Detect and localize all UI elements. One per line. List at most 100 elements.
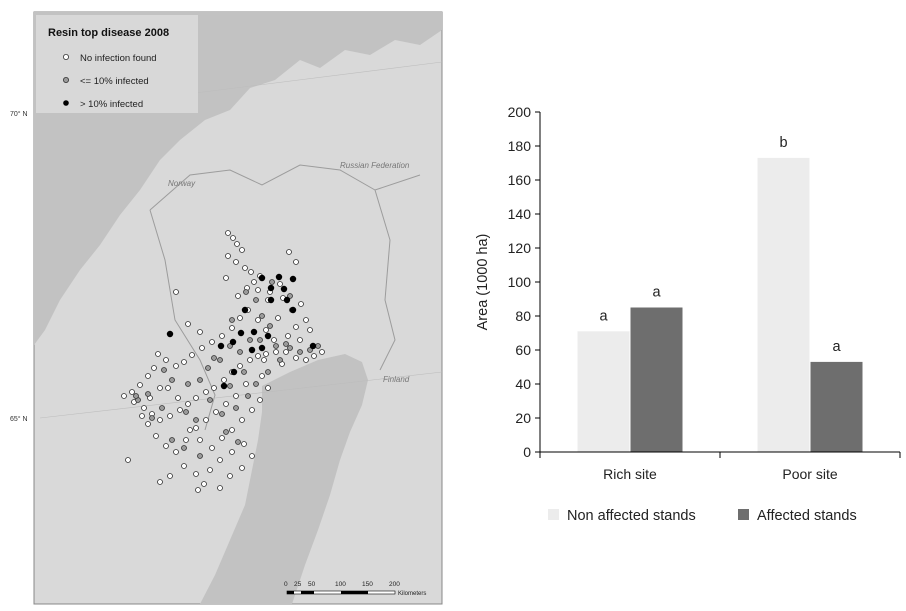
site-marker-no-infection xyxy=(197,437,203,443)
y-tick-label: 200 xyxy=(508,104,532,120)
site-marker-high-infection xyxy=(275,273,283,281)
site-marker-no-infection xyxy=(185,401,191,407)
site-marker-low-infection xyxy=(233,405,239,411)
site-marker-no-infection xyxy=(303,357,309,363)
site-marker-no-infection xyxy=(259,373,265,379)
chart-svg: 0 20 40 60 80 100 120 140 160 180 200 a a b a Rich si… xyxy=(475,104,901,524)
scale-tick-label: 100 xyxy=(335,581,346,588)
site-marker-no-infection xyxy=(167,413,173,419)
site-marker-low-infection xyxy=(205,365,211,371)
site-marker-no-infection xyxy=(311,353,317,359)
lat-label-65: 65° N xyxy=(10,415,28,423)
bar xyxy=(630,307,683,452)
site-marker-no-infection xyxy=(233,259,239,265)
graticule-line xyxy=(39,371,443,419)
bar xyxy=(577,331,630,452)
site-marker-low-infection xyxy=(181,445,187,451)
site-marker-no-infection xyxy=(249,407,255,413)
site-marker-no-infection xyxy=(213,409,219,415)
y-axis-label: Area (1000 ha) xyxy=(475,234,491,331)
site-marker-no-infection xyxy=(293,324,299,330)
site-marker-no-infection xyxy=(223,275,229,281)
bars: a a b a xyxy=(577,135,863,452)
site-marker-no-infection xyxy=(257,397,263,403)
scale-tick-label: 200 xyxy=(389,581,400,588)
site-marker-low-infection xyxy=(197,377,203,383)
bar-significance-label: a xyxy=(832,339,841,355)
bar xyxy=(757,157,810,452)
site-marker-no-infection xyxy=(125,457,131,463)
site-marker-no-infection xyxy=(303,317,309,323)
site-marker-low-infection xyxy=(219,411,225,417)
legend-swatch xyxy=(738,509,749,520)
site-marker-no-infection xyxy=(155,351,161,357)
site-marker-no-infection xyxy=(185,321,191,327)
site-marker-no-infection xyxy=(277,281,283,287)
y-tick-label: 140 xyxy=(508,206,532,222)
bar-significance-label: b xyxy=(779,135,787,151)
site-marker-no-infection xyxy=(219,435,225,441)
scale-tick-label: 0 xyxy=(284,581,288,588)
site-marker-low-infection xyxy=(265,369,271,375)
legend-label-low: <= 10% infected xyxy=(80,76,149,87)
site-marker-low-infection xyxy=(185,381,191,387)
site-marker-no-infection xyxy=(235,293,241,299)
site-marker-no-infection xyxy=(283,349,289,355)
site-marker-low-infection xyxy=(307,347,313,353)
y-tick-label: 180 xyxy=(508,138,532,154)
site-marker-high-infection xyxy=(267,296,275,304)
x-tick-label: Poor site xyxy=(782,466,837,482)
site-marker-no-infection xyxy=(173,363,179,369)
legend-label: Affected stands xyxy=(757,508,857,524)
site-marker-no-infection xyxy=(129,389,135,395)
site-marker-no-infection xyxy=(286,249,292,255)
site-marker-no-infection xyxy=(293,259,299,265)
site-marker-no-infection xyxy=(248,269,254,275)
y-tick-label: 60 xyxy=(515,342,531,358)
site-marker-no-infection xyxy=(139,413,145,419)
site-marker-no-infection xyxy=(207,467,213,473)
site-marker-no-infection xyxy=(239,247,245,253)
bar xyxy=(810,361,863,452)
site-marker-low-infection xyxy=(197,453,203,459)
site-marker-no-infection xyxy=(255,287,261,293)
site-marker-no-infection xyxy=(241,441,247,447)
site-marker-low-infection xyxy=(223,429,229,435)
scale-bar-segment xyxy=(341,591,368,594)
site-marker-low-infection xyxy=(227,343,233,349)
y-tick-label: 100 xyxy=(508,274,532,290)
site-marker-high-infection xyxy=(283,296,291,304)
site-marker-no-infection xyxy=(255,317,261,323)
site-marker-no-infection xyxy=(263,327,269,333)
site-marker-no-infection xyxy=(229,427,235,433)
site-marker-low-infection xyxy=(241,369,247,375)
map-svg: 70° N 65° N Norway Russian Federation Fi… xyxy=(10,11,443,605)
site-marker-high-infection xyxy=(280,285,288,293)
site-marker-no-infection xyxy=(237,315,243,321)
site-marker-high-infection xyxy=(241,306,249,314)
site-marker-no-infection xyxy=(307,327,313,333)
border-line xyxy=(374,189,396,371)
site-marker-no-infection xyxy=(229,325,235,331)
legend-marker-low xyxy=(63,77,70,84)
site-marker-low-infection xyxy=(273,343,279,349)
infection-map: 70° N 65° N Norway Russian Federation Fi… xyxy=(10,11,443,605)
site-marker-low-infection xyxy=(227,383,233,389)
site-marker-no-infection xyxy=(153,433,159,439)
site-marker-low-infection xyxy=(133,393,139,399)
site-marker-low-infection xyxy=(283,341,289,347)
site-marker-high-infection xyxy=(237,329,245,337)
site-marker-low-infection xyxy=(235,439,241,445)
site-marker-high-infection xyxy=(264,332,272,340)
site-marker-no-infection xyxy=(234,241,240,247)
site-marker-no-infection xyxy=(225,230,231,236)
site-marker-no-infection xyxy=(263,351,269,357)
site-marker-no-infection xyxy=(121,393,127,399)
site-marker-no-infection xyxy=(183,437,189,443)
bar-significance-label: a xyxy=(652,285,661,301)
site-marker-no-infection xyxy=(227,473,233,479)
site-marker-no-infection xyxy=(195,487,201,493)
site-marker-no-infection xyxy=(201,481,207,487)
map-title: Resin top disease 2008 xyxy=(48,27,169,39)
site-marker-low-infection xyxy=(253,381,259,387)
